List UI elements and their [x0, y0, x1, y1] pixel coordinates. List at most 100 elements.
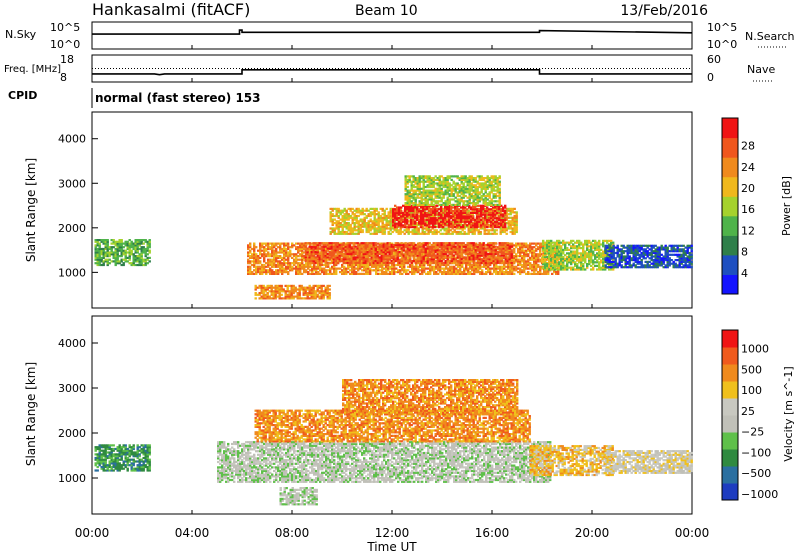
power-cell: [469, 263, 472, 267]
power-cell: [357, 263, 360, 267]
power-cell: [94, 253, 97, 256]
power-cell: [419, 263, 422, 267]
power-cell: [126, 240, 129, 243]
power-cell: [299, 247, 302, 251]
power-cell: [281, 242, 284, 245]
power-cell: [253, 265, 256, 268]
power-cell: [325, 249, 328, 252]
power-cell: [259, 242, 262, 245]
noise-panel: N.Sky 10^5 10^0 10^5 10^0 N.Search: [5, 21, 795, 51]
power-cell: [409, 263, 412, 267]
power-cell: [449, 262, 452, 265]
power-cell: [311, 267, 314, 270]
power-cell: [367, 247, 370, 251]
power-cell: [98, 247, 101, 251]
power-cell: [481, 272, 484, 275]
power-cell: [353, 267, 356, 270]
power-cell: [459, 267, 462, 270]
power-cell: [345, 272, 348, 275]
power-cell: [487, 269, 490, 272]
power-cell: [317, 246, 320, 249]
power-cell: [265, 272, 268, 275]
power-cell: [325, 263, 328, 267]
power-cell: [255, 253, 258, 256]
power-cell: [311, 269, 314, 272]
power-cell: [289, 249, 292, 252]
power-cell: [140, 246, 143, 249]
power-cell: [301, 244, 304, 247]
noise-left-tick-top: 10^5: [50, 21, 80, 34]
power-cell: [451, 267, 454, 270]
power-cell: [333, 272, 336, 275]
power-cell: [365, 256, 368, 259]
power-cell: [253, 262, 256, 265]
power-cell: [98, 258, 101, 261]
power-cell: [504, 210, 507, 213]
power-cell: [110, 249, 113, 252]
power-cell: [94, 258, 97, 261]
power-cell: [333, 271, 336, 274]
power-cell: [449, 267, 452, 270]
power-cell: [303, 247, 306, 251]
power-cell: [142, 263, 145, 267]
power-cell: [435, 265, 438, 268]
power-cell: [273, 262, 276, 265]
power-cell: [371, 263, 374, 267]
power-cell: [295, 253, 298, 256]
power-cell: [259, 265, 262, 268]
power-cell: [297, 258, 300, 261]
power-cell: [313, 256, 316, 259]
power-cell: [116, 247, 119, 251]
power-cell: [116, 240, 119, 243]
power-cell: [365, 263, 368, 267]
power-cell: [259, 262, 262, 265]
power-cell: [331, 258, 334, 261]
power-cell: [299, 249, 302, 252]
power-cell: [411, 265, 414, 268]
power-cell: [481, 265, 484, 268]
power-cell: [126, 251, 129, 254]
power-cell: [399, 255, 402, 258]
power-cell: [429, 260, 432, 263]
power-cell: [134, 244, 137, 247]
power-cell: [429, 272, 432, 275]
power-cell: [265, 253, 268, 256]
power-cell: [349, 265, 352, 268]
power-cell: [130, 246, 133, 249]
power-cell: [423, 269, 426, 272]
power-cell: [315, 249, 318, 252]
power-cell: [291, 269, 294, 272]
power-cell: [106, 258, 109, 261]
power-cell: [128, 253, 131, 256]
power-cell: [399, 272, 402, 275]
power-cell: [363, 246, 366, 249]
power-cell: [445, 272, 448, 275]
power-cell: [104, 260, 107, 263]
power-cell: [475, 242, 478, 245]
power-cell: [393, 272, 396, 275]
power-cell: [269, 262, 272, 265]
power-cell: [247, 265, 250, 268]
power-cell: [295, 246, 298, 249]
power-cell: [485, 267, 488, 270]
power-cell: [495, 232, 498, 235]
power-cell: [265, 269, 268, 272]
power-cell: [285, 262, 288, 265]
power-cell: [431, 253, 434, 256]
power-cell: [297, 263, 300, 267]
power-cell: [387, 263, 390, 267]
power-cell: [108, 246, 111, 249]
power-cell: [335, 263, 338, 267]
power-cell: [261, 246, 264, 249]
power-cell: [441, 263, 444, 267]
power-cell: [299, 269, 302, 272]
power-cell: [265, 265, 268, 268]
power-cell: [381, 267, 384, 270]
power-cell: [299, 246, 302, 249]
power-cell: [120, 244, 123, 247]
power-cell: [102, 263, 105, 267]
power-cell: [421, 253, 424, 256]
power-cell: [120, 247, 123, 251]
power-cell: [439, 265, 442, 268]
power-cell: [406, 218, 409, 222]
